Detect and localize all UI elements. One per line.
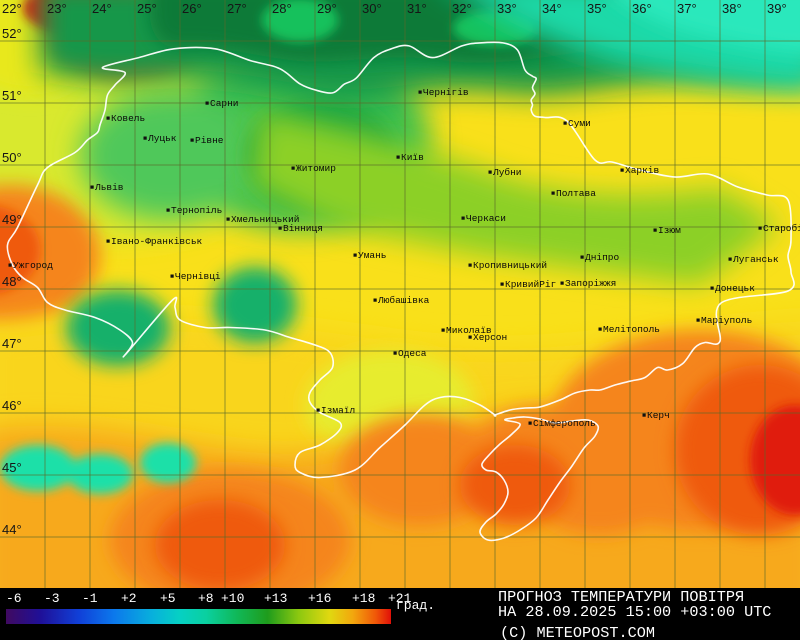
svg-text:Полтава: Полтава	[556, 188, 596, 199]
svg-text:Лубни: Лубни	[492, 167, 522, 178]
svg-text:+16: +16	[308, 591, 331, 606]
svg-text:Любашівка: Любашівка	[377, 295, 430, 306]
svg-text:+2: +2	[121, 591, 137, 606]
svg-text:22°: 22°	[2, 1, 22, 16]
svg-text:Луганськ: Луганськ	[732, 254, 779, 265]
svg-text:39°: 39°	[767, 1, 787, 16]
svg-text:-1: -1	[82, 591, 98, 606]
svg-text:45°: 45°	[2, 460, 22, 475]
svg-text:Запоріжжя: Запоріжжя	[565, 278, 616, 289]
svg-text:Старобільськ: Старобільськ	[763, 223, 800, 234]
svg-text:Херсон: Херсон	[473, 332, 507, 343]
svg-text:Івано-Франківськ: Івано-Франківськ	[111, 236, 203, 247]
svg-text:50°: 50°	[2, 150, 22, 165]
svg-text:Маріуполь: Маріуполь	[701, 315, 752, 326]
svg-text:+10: +10	[221, 591, 244, 606]
svg-text:27°: 27°	[227, 1, 247, 16]
svg-text:Сімферополь: Сімферополь	[533, 418, 596, 429]
svg-text:31°: 31°	[407, 1, 427, 16]
svg-text:49°: 49°	[2, 212, 22, 227]
svg-text:47°: 47°	[2, 336, 22, 351]
svg-text:Одеса: Одеса	[398, 348, 427, 359]
svg-text:+13: +13	[264, 591, 287, 606]
svg-text:46°: 46°	[2, 398, 22, 413]
svg-text:36°: 36°	[632, 1, 652, 16]
svg-text:Київ: Київ	[401, 152, 424, 163]
svg-text:КривийРіг: КривийРіг	[505, 279, 556, 290]
svg-text:Сарни: Сарни	[210, 98, 239, 109]
svg-text:+8: +8	[198, 591, 214, 606]
svg-text:Харків: Харків	[625, 165, 660, 176]
svg-text:23°: 23°	[47, 1, 67, 16]
svg-text:30°: 30°	[362, 1, 382, 16]
svg-text:51°: 51°	[2, 88, 22, 103]
svg-text:37°: 37°	[677, 1, 697, 16]
svg-text:26°: 26°	[182, 1, 202, 16]
svg-text:Житомир: Житомир	[296, 163, 336, 174]
svg-text:+18: +18	[352, 591, 375, 606]
svg-text:Ужгород: Ужгород	[13, 260, 53, 271]
svg-text:град.: град.	[396, 598, 435, 613]
svg-text:Тернопіль: Тернопіль	[171, 205, 222, 216]
svg-text:34°: 34°	[542, 1, 562, 16]
svg-text:Вінниця: Вінниця	[283, 223, 323, 234]
svg-text:Суми: Суми	[568, 118, 591, 129]
svg-text:52°: 52°	[2, 26, 22, 41]
svg-text:Рівне: Рівне	[195, 135, 224, 146]
svg-text:(C) METEOPOST.COM: (C) METEOPOST.COM	[500, 624, 655, 640]
svg-text:44°: 44°	[2, 522, 22, 537]
svg-text:Чернівці: Чернівці	[175, 271, 221, 282]
svg-text:Ізюм: Ізюм	[658, 225, 681, 236]
svg-text:48°: 48°	[2, 274, 22, 289]
svg-text:35°: 35°	[587, 1, 607, 16]
svg-text:33°: 33°	[497, 1, 517, 16]
svg-text:24°: 24°	[92, 1, 112, 16]
svg-text:Умань: Умань	[358, 250, 387, 261]
svg-text:НА 28.09.2025 15:00 +03:00 UTC: НА 28.09.2025 15:00 +03:00 UTC	[498, 603, 771, 621]
svg-text:38°: 38°	[722, 1, 742, 16]
svg-text:Львів: Львів	[94, 182, 124, 193]
svg-text:Мелітополь: Мелітополь	[603, 324, 660, 335]
svg-text:32°: 32°	[452, 1, 472, 16]
svg-text:Чернігів: Чернігів	[423, 87, 469, 98]
svg-text:Кропивницький: Кропивницький	[473, 260, 547, 271]
svg-text:25°: 25°	[137, 1, 157, 16]
svg-text:29°: 29°	[317, 1, 337, 16]
svg-text:-6: -6	[6, 591, 22, 606]
svg-text:Донецьк: Донецьк	[715, 283, 755, 294]
svg-text:Черкаси: Черкаси	[466, 213, 506, 224]
svg-text:Ковель: Ковель	[111, 113, 145, 124]
svg-text:28°: 28°	[272, 1, 292, 16]
svg-text:Ізмаїл: Ізмаїл	[321, 405, 355, 416]
svg-text:-3: -3	[44, 591, 60, 606]
svg-text:Луцьк: Луцьк	[147, 133, 177, 144]
svg-text:Керч: Керч	[647, 410, 670, 421]
svg-text:+5: +5	[160, 591, 176, 606]
svg-text:Дніпро: Дніпро	[585, 252, 620, 263]
